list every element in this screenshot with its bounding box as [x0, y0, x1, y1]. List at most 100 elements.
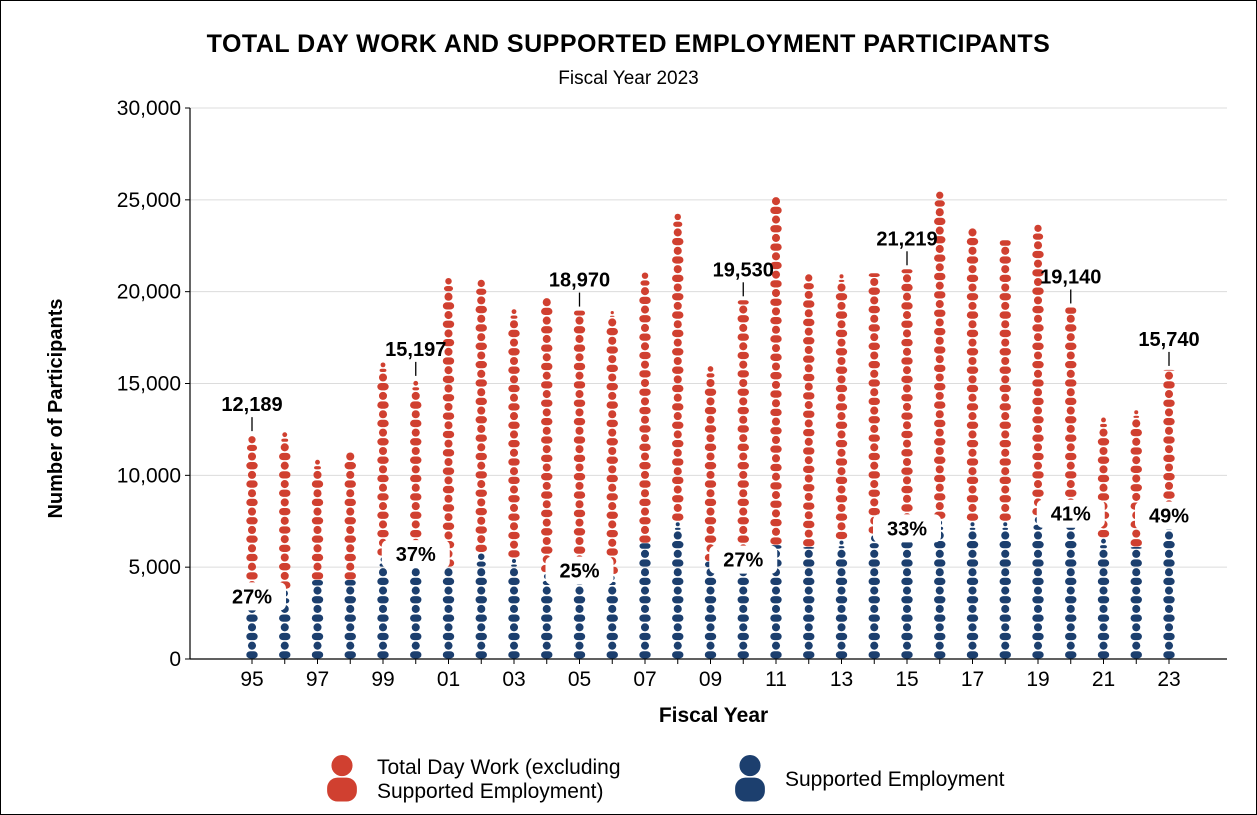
person-icon-body — [476, 561, 486, 567]
person-icon-head — [1001, 412, 1010, 421]
day-work-icon — [1065, 461, 1077, 479]
person-icon-head — [378, 586, 388, 595]
supported-employment-icon — [1100, 538, 1107, 549]
person-icon-head — [739, 397, 748, 406]
day-work-icon — [508, 448, 520, 466]
person-icon-head — [771, 215, 781, 224]
supported-employment-icon — [966, 641, 979, 659]
person-icon-body — [999, 421, 1011, 429]
bar-stack-19 — [1032, 224, 1044, 659]
day-work-icon — [410, 446, 422, 464]
supported-employment-icon — [803, 641, 815, 659]
person-icon-head — [346, 489, 355, 498]
person-icon-body — [475, 324, 487, 332]
supported-employment-icon — [1130, 549, 1142, 567]
person-icon-body — [573, 473, 586, 481]
person-icon-head — [1001, 586, 1010, 595]
person-icon-body — [573, 546, 586, 554]
day-work-icon — [1065, 307, 1077, 314]
day-work-icon — [704, 525, 717, 543]
person-icon-head — [1099, 568, 1108, 577]
day-work-icon — [672, 301, 684, 319]
person-icon-head — [313, 623, 322, 632]
person-icon-body — [868, 559, 880, 567]
person-icon-head — [673, 604, 682, 613]
person-icon-head — [1033, 314, 1043, 323]
person-icon-body — [737, 651, 749, 659]
person-icon-head — [346, 623, 355, 632]
supported-employment-icon — [311, 623, 324, 641]
person-icon-body — [377, 596, 389, 604]
day-work-icon — [803, 529, 815, 547]
person-icon-head — [805, 274, 813, 282]
person-icon-body — [901, 559, 913, 567]
person-icon-head — [673, 393, 682, 402]
share-label: 49% — [1149, 506, 1189, 528]
person-icon-head — [1164, 604, 1174, 613]
person-icon-head — [935, 446, 944, 456]
person-icon-body — [1130, 465, 1142, 473]
person-icon-head — [968, 604, 977, 613]
person-icon-body — [606, 529, 618, 538]
supported-employment-icon — [934, 604, 946, 622]
person-icon-body — [1100, 423, 1107, 428]
person-icon-body — [1065, 596, 1077, 604]
person-icon-head — [411, 568, 420, 577]
person-icon-head — [902, 311, 912, 320]
person-icon-body — [803, 520, 815, 529]
supported-employment-icon — [541, 604, 553, 622]
person-icon-body — [314, 466, 321, 470]
y-axis-title: Number of Participants — [45, 298, 67, 518]
supported-employment-icon — [966, 549, 979, 567]
bar-stack-20 — [1065, 307, 1077, 659]
supported-employment-icon — [1130, 568, 1142, 586]
day-work-icon — [246, 525, 258, 543]
person-icon-body — [1065, 471, 1077, 479]
person-icon-head — [477, 516, 486, 525]
person-icon-head — [771, 362, 781, 371]
person-icon-head — [608, 483, 617, 492]
person-icon-head — [378, 391, 388, 400]
person-icon-body — [639, 596, 651, 604]
total-label: 12,189 — [221, 394, 282, 416]
day-work-icon — [934, 355, 946, 372]
person-icon-body — [934, 541, 946, 549]
person-icon-body — [606, 632, 618, 641]
person-icon-head — [902, 494, 912, 503]
person-icon-body — [1065, 379, 1077, 387]
day-work-icon — [868, 273, 880, 277]
person-icon-head — [575, 390, 584, 399]
supported-employment-icon — [475, 623, 487, 641]
person-icon-head — [511, 558, 517, 564]
day-work-icon — [410, 483, 422, 501]
day-work-icon — [737, 300, 749, 305]
person-icon-head — [477, 406, 486, 415]
day-work-icon — [541, 518, 553, 536]
person-icon-head — [739, 507, 748, 516]
day-work-icon — [803, 437, 815, 455]
person-icon-body — [442, 577, 455, 586]
person-icon-head — [477, 586, 486, 595]
person-icon-body — [279, 489, 291, 497]
day-work-icon — [639, 360, 651, 378]
day-work-icon — [770, 215, 782, 233]
day-work-icon — [246, 544, 258, 562]
person-icon-body — [541, 509, 553, 518]
supported-employment-icon — [1130, 641, 1142, 659]
person-icon-body — [901, 283, 913, 292]
day-work-icon — [770, 233, 782, 251]
person-icon-head — [968, 549, 977, 558]
person-icon-head — [1164, 531, 1174, 540]
person-icon-head — [1066, 333, 1075, 342]
supported-employment-icon — [1130, 623, 1142, 641]
person-icon-body — [1032, 614, 1044, 622]
person-icon-body — [1032, 287, 1044, 295]
bar-stack-21 — [1097, 417, 1110, 659]
day-work-icon — [704, 378, 717, 396]
bar-stack-06 — [606, 311, 618, 659]
day-work-icon — [246, 452, 258, 470]
person-icon-head — [1001, 320, 1010, 329]
person-icon-head — [575, 641, 584, 650]
person-icon-head — [444, 347, 453, 356]
person-icon-body — [803, 410, 815, 418]
